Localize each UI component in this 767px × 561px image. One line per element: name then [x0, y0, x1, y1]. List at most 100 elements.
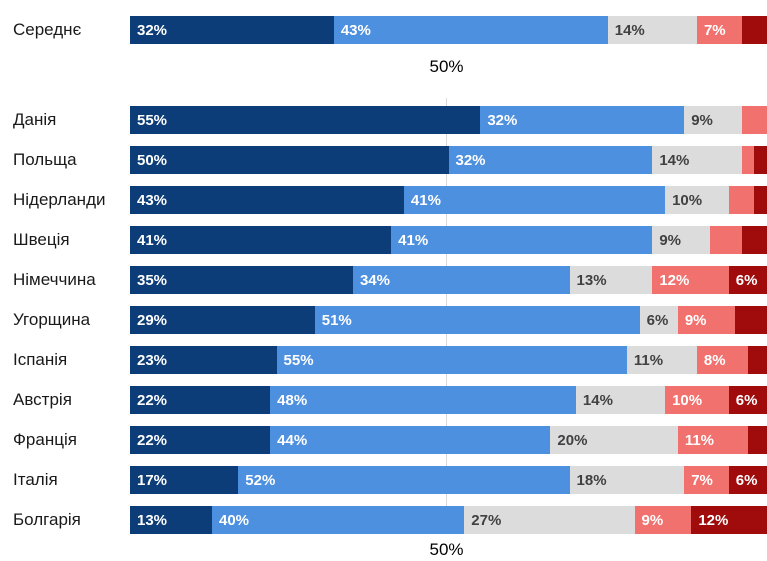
- bar-segment-salmon: [728, 186, 755, 214]
- stacked-bar: 22% 48% 14% 10% 6%: [130, 386, 767, 414]
- value-label: 9%: [691, 111, 713, 129]
- bar-segment-salmon: 12%: [652, 266, 729, 294]
- bar-segment-navy: 22%: [130, 386, 271, 414]
- value-label: 41%: [137, 231, 168, 249]
- bar-segment-gray: 14%: [575, 386, 666, 414]
- value-label: 14%: [582, 391, 613, 409]
- value-label: 12%: [659, 271, 690, 289]
- value-label: 32%: [487, 111, 518, 129]
- chart-row: Середнє 32% 43% 14% 7%: [0, 16, 767, 44]
- stacked-bar: 22% 44% 20% 11%: [130, 426, 767, 454]
- value-label: 7%: [703, 21, 726, 39]
- category-label: Австрія: [13, 390, 72, 409]
- value-label: 13%: [137, 511, 168, 529]
- bar-segment-darkred: [741, 226, 767, 254]
- value-label: 32%: [455, 151, 486, 169]
- category-label: Іспанія: [13, 350, 68, 369]
- stacked-bar: 29% 51% 6% 9%: [130, 306, 767, 334]
- value-label: 51%: [321, 311, 352, 329]
- category-label: Середнє: [13, 20, 82, 39]
- axis-tick-label-top: 50%: [429, 57, 464, 76]
- category-label: Болгарія: [13, 510, 81, 529]
- value-label: 41%: [398, 231, 429, 249]
- bar-segment-blue: 32%: [480, 106, 685, 134]
- bar-segment-darkred: 6%: [728, 466, 767, 494]
- category-label: Італія: [13, 470, 58, 489]
- bar-segment-salmon: 11%: [677, 426, 748, 454]
- bar-segment-blue: 48%: [270, 386, 576, 414]
- chart-row: Франція 22% 44% 20% 11%: [0, 426, 767, 454]
- bar-segment-navy: 41%: [130, 226, 392, 254]
- bar-segment-salmon: 7%: [684, 466, 729, 494]
- value-label: 41%: [410, 191, 441, 209]
- chart-row: Угорщина 29% 51% 6% 9%: [0, 306, 767, 334]
- bar-segment-salmon: [709, 226, 742, 254]
- chart-row: Іспанія 23% 55% 11% 8%: [0, 346, 767, 374]
- bar-segment-gray: 9%: [652, 226, 710, 254]
- bar-segment-darkred: [741, 16, 767, 44]
- stacked-bar: 17% 52% 18% 7% 6%: [130, 466, 767, 494]
- bar-segment-navy: 13%: [130, 506, 212, 534]
- bar-segment-navy: 22%: [130, 426, 271, 454]
- bar-segment-blue: 51%: [314, 306, 640, 334]
- value-label: 10%: [672, 391, 703, 409]
- bar-segment-gray: 11%: [626, 346, 697, 374]
- value-label: 9%: [641, 511, 664, 529]
- bar-segment-salmon: 9%: [634, 506, 692, 534]
- bar-segment-darkred: [754, 146, 767, 174]
- bar-segment-gray: 27%: [464, 506, 635, 534]
- bar-segment-navy: 50%: [130, 146, 449, 174]
- bar-segment-navy: 23%: [130, 346, 277, 374]
- chart-row: Болгарія 13% 40% 27% 9% 12%: [0, 506, 767, 534]
- category-label: Швеція: [13, 230, 70, 249]
- value-label: 27%: [471, 511, 502, 529]
- value-label: 13%: [576, 271, 607, 289]
- value-label: 14%: [659, 151, 690, 169]
- bar-segment-salmon: 10%: [665, 386, 729, 414]
- stacked-bar: 32% 43% 14% 7%: [130, 16, 767, 44]
- bar-segment-gray: 6%: [639, 306, 678, 334]
- bar-segment-blue: 55%: [276, 346, 627, 374]
- bar-segment-gray: 10%: [665, 186, 729, 214]
- bar-segment-gray: 14%: [652, 146, 742, 174]
- category-label: Польща: [13, 150, 77, 169]
- category-label: Нідерланди: [13, 190, 106, 209]
- bar-segment-blue: 41%: [391, 226, 653, 254]
- bar-segment-navy: 43%: [130, 186, 404, 214]
- stacked-bar: 50% 32% 14%: [130, 146, 767, 174]
- value-label: 22%: [137, 431, 168, 449]
- value-label: 23%: [137, 351, 168, 369]
- bar-segment-salmon: 7%: [696, 16, 742, 44]
- chart-row: Польща 50% 32% 14%: [0, 146, 767, 174]
- stacked-bar: 55% 32% 9%: [130, 106, 767, 134]
- category-label: Німеччина: [13, 270, 96, 289]
- value-label: 22%: [137, 391, 168, 409]
- value-label: 6%: [646, 311, 669, 329]
- bar-segment-gray: 13%: [569, 266, 653, 294]
- value-label: 50%: [137, 151, 168, 169]
- value-label: 10%: [672, 191, 703, 209]
- value-label: 29%: [137, 311, 168, 329]
- category-label: Франція: [13, 430, 77, 449]
- value-label: 18%: [576, 471, 607, 489]
- bar-segment-darkred: 6%: [728, 386, 767, 414]
- value-label: 12%: [698, 511, 729, 529]
- category-label: Угорщина: [13, 310, 91, 329]
- value-label: 55%: [137, 111, 168, 129]
- value-label: 9%: [684, 311, 707, 329]
- bar-segment-salmon: 8%: [696, 346, 748, 374]
- value-label: 43%: [340, 21, 371, 39]
- chart-row: Данія 55% 32% 9%: [0, 106, 767, 134]
- value-label: 40%: [218, 511, 250, 529]
- axis-tick-label-bottom: 50%: [429, 540, 464, 559]
- bar-segment-darkred: [747, 346, 767, 374]
- chart-row: Швеція 41% 41% 9%: [0, 226, 767, 254]
- value-label: 20%: [557, 431, 588, 449]
- stacked-bar: 35% 34% 13% 12% 6%: [130, 266, 767, 294]
- bar-segment-blue: 43%: [333, 16, 608, 44]
- bar-segment-darkred: 6%: [728, 266, 767, 294]
- bar-segment-navy: 32%: [130, 16, 334, 44]
- bar-segment-gray: 18%: [569, 466, 685, 494]
- bar-segment-blue: 40%: [211, 506, 465, 534]
